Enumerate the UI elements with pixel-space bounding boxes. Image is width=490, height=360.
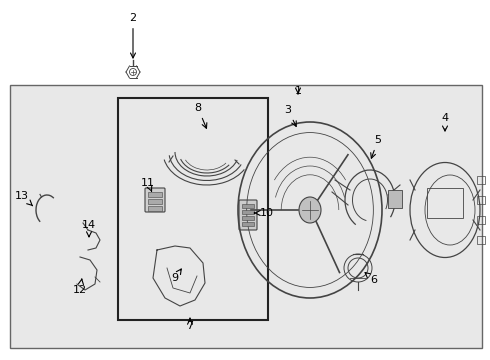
Bar xyxy=(477,216,485,224)
Text: 4: 4 xyxy=(441,113,448,131)
Text: 9: 9 xyxy=(172,269,181,283)
FancyBboxPatch shape xyxy=(145,188,165,212)
Text: 12: 12 xyxy=(73,279,87,295)
Bar xyxy=(118,98,268,320)
Bar xyxy=(242,222,254,226)
Bar xyxy=(477,196,485,204)
Text: 8: 8 xyxy=(195,103,207,128)
Text: 14: 14 xyxy=(82,220,96,237)
Bar xyxy=(10,85,482,348)
Text: 3: 3 xyxy=(285,105,296,126)
Bar xyxy=(242,216,254,220)
Text: 6: 6 xyxy=(365,273,377,285)
Bar xyxy=(388,190,402,208)
Bar xyxy=(148,192,162,197)
Bar xyxy=(242,204,254,208)
Bar xyxy=(148,199,162,204)
Text: 5: 5 xyxy=(371,135,382,158)
Text: 11: 11 xyxy=(141,178,155,191)
Bar xyxy=(242,210,254,214)
Text: 13: 13 xyxy=(15,191,32,206)
Bar xyxy=(427,188,463,218)
Bar xyxy=(477,176,485,184)
Bar xyxy=(148,206,162,211)
FancyBboxPatch shape xyxy=(239,200,257,230)
Text: 7: 7 xyxy=(186,318,194,331)
Text: 10: 10 xyxy=(254,208,274,218)
Text: 1: 1 xyxy=(294,86,301,96)
Bar xyxy=(477,236,485,244)
Ellipse shape xyxy=(299,197,321,223)
Text: 2: 2 xyxy=(129,13,137,58)
